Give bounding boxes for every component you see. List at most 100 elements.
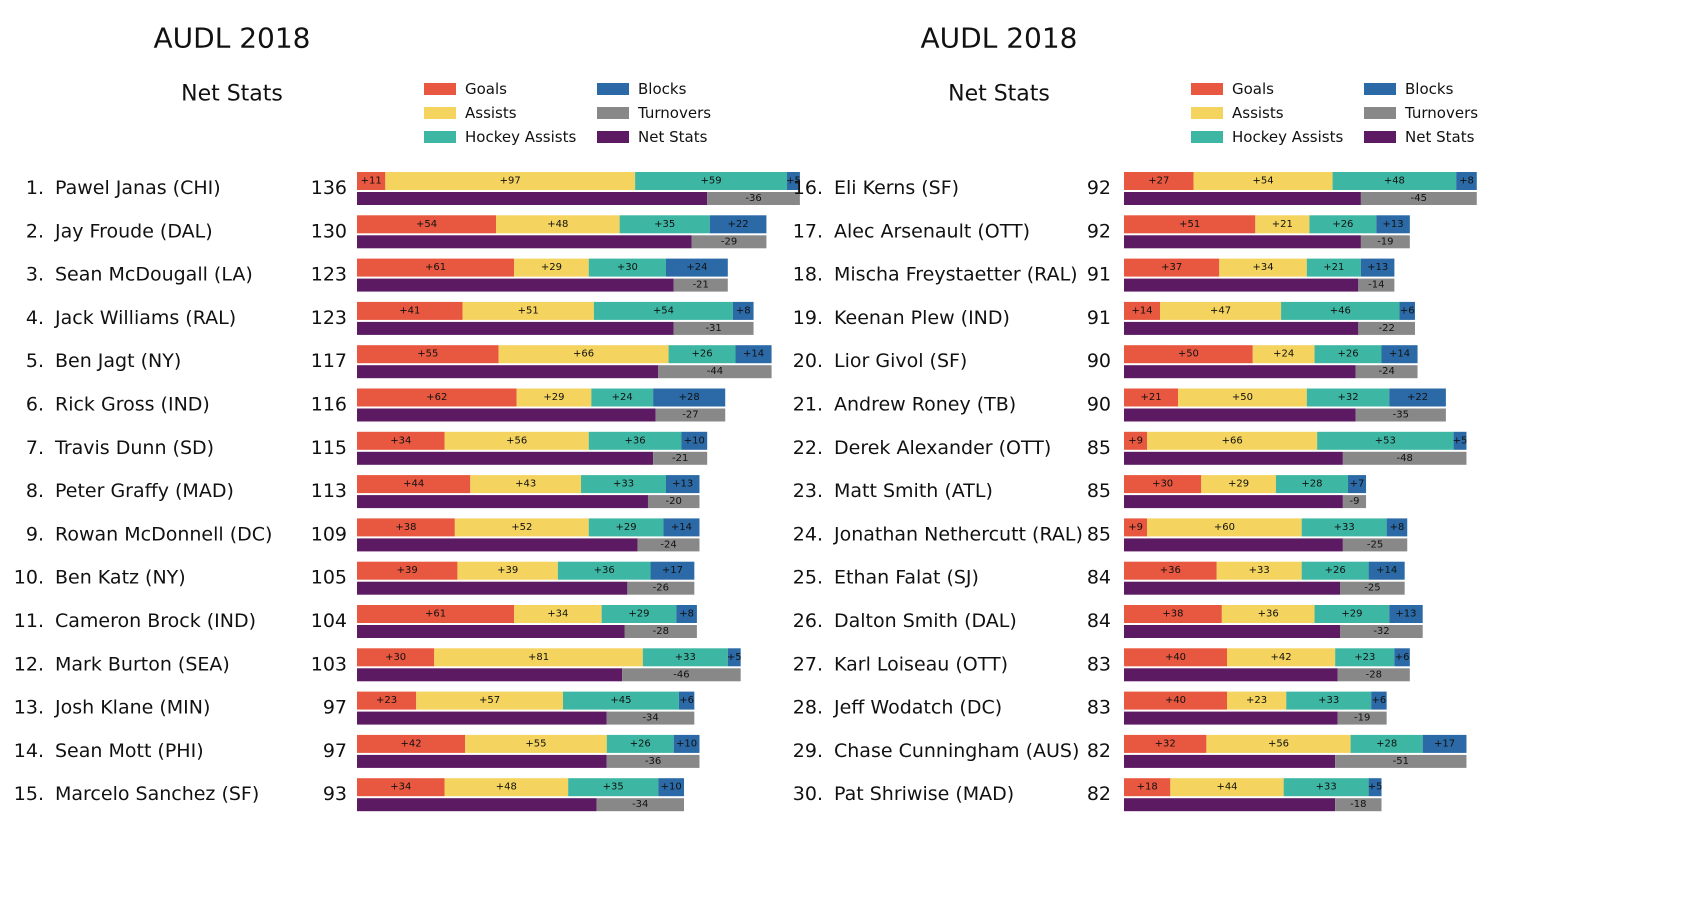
turnovers-label: -36 <box>645 756 661 767</box>
goals-bar <box>357 691 417 710</box>
turnovers-bar <box>606 711 695 725</box>
blocks-label: +17 <box>662 565 683 576</box>
turnovers-label: -45 <box>1411 193 1427 204</box>
assists-label: +97 <box>500 176 521 187</box>
blocks-label: +28 <box>679 392 700 403</box>
hockey-assists-bar <box>1283 778 1369 797</box>
assists-label: +55 <box>525 738 546 749</box>
player-rank: 23. <box>793 480 823 502</box>
turnovers-label: -9 <box>1349 496 1359 507</box>
hockey-assists-bar <box>642 648 728 667</box>
assists-label: +34 <box>547 609 568 620</box>
assists-label: +56 <box>1268 738 1289 749</box>
player-name: Keenan Plew (IND) <box>834 307 1010 329</box>
net-score: 85 <box>1087 523 1111 545</box>
turnovers-bar <box>647 495 700 509</box>
player-rank: 14. <box>14 740 44 762</box>
turnovers-label: -21 <box>693 280 709 291</box>
player-name: Sean McDougall (LA) <box>55 264 253 286</box>
blocks-bar <box>658 778 685 797</box>
turnovers-label: -20 <box>666 496 682 507</box>
turnovers-bar <box>1358 321 1415 335</box>
turnovers-bar <box>622 668 741 682</box>
goals-bar <box>1124 518 1148 537</box>
assists-label: +36 <box>1258 609 1279 620</box>
goals-bar <box>1124 431 1148 450</box>
assists-bar <box>1147 518 1302 537</box>
player-rank: 29. <box>793 740 823 762</box>
hockey-assists-bar <box>588 518 664 537</box>
turnovers-label: -26 <box>653 583 669 594</box>
blocks-bar <box>732 301 754 320</box>
blocks-bar <box>1394 648 1410 667</box>
hockey-assists-label: +33 <box>1316 782 1337 793</box>
hockey-assists-bar <box>601 605 677 623</box>
player-name: Mischa Freystaetter (RAL) <box>834 264 1078 286</box>
turnovers-label: -19 <box>1354 713 1370 724</box>
blocks-bar <box>1360 258 1395 277</box>
player-name: Andrew Roney (TB) <box>834 394 1016 416</box>
blocks-bar <box>1456 172 1477 190</box>
hockey-assists-bar <box>591 388 654 407</box>
hockey-assists-label: +36 <box>625 435 646 446</box>
goals-bar <box>357 172 386 190</box>
hockey-assists-label: +30 <box>617 262 638 273</box>
goals-label: +21 <box>1140 392 1161 403</box>
net-score: 90 <box>1087 394 1111 416</box>
player-rank: 15. <box>14 783 44 805</box>
blocks-label: +10 <box>676 738 697 749</box>
blocks-bar <box>1368 561 1405 580</box>
assists-bar <box>1252 345 1315 364</box>
net-stats-bar <box>357 278 674 292</box>
hockey-assists-bar <box>1286 691 1372 710</box>
net-stats-bar <box>1124 754 1336 768</box>
turnovers-bar <box>1360 192 1477 205</box>
hockey-assists-bar <box>588 431 682 450</box>
player-rank: 10. <box>14 567 44 589</box>
player-name: Jonathan Nethercutt (RAL) <box>833 523 1083 545</box>
turnovers-label: -34 <box>632 799 648 810</box>
assists-bar <box>496 215 620 234</box>
assists-bar <box>444 431 589 450</box>
player-rank: 16. <box>793 177 823 199</box>
net-score: 92 <box>1087 220 1111 242</box>
turnovers-bar <box>1358 278 1395 292</box>
legend-swatch <box>1364 107 1396 119</box>
turnovers-bar <box>1340 625 1423 638</box>
assists-label: +66 <box>573 349 594 360</box>
blocks-bar <box>1399 301 1415 320</box>
goals-label: +37 <box>1161 262 1182 273</box>
player-rank: 2. <box>26 220 44 242</box>
net-score: 116 <box>311 394 347 416</box>
net-stats-bar <box>357 538 638 552</box>
legend-swatch <box>1191 107 1223 119</box>
player-name: Peter Graffy (MAD) <box>55 480 234 502</box>
blocks-bar <box>1348 475 1367 494</box>
goals-label: +50 <box>1178 349 1199 360</box>
assists-label: +56 <box>506 435 527 446</box>
net-score: 97 <box>323 740 347 762</box>
player-name: Dalton Smith (DAL) <box>834 610 1017 632</box>
goals-label: +27 <box>1148 176 1169 187</box>
hockey-assists-label: +36 <box>594 565 615 576</box>
turnovers-label: -22 <box>1378 323 1394 334</box>
net-score: 83 <box>1087 653 1111 675</box>
hockey-assists-label: +23 <box>1354 652 1375 663</box>
blocks-bar <box>1386 518 1408 537</box>
net-score: 93 <box>323 783 347 805</box>
player-name: Jeff Wodatch (DC) <box>833 697 1002 719</box>
goals-bar <box>357 518 455 537</box>
goals-label: +55 <box>417 349 438 360</box>
goals-label: +23 <box>376 695 397 706</box>
turnovers-bar <box>1335 798 1382 812</box>
assists-bar <box>1255 215 1310 234</box>
net-score: 136 <box>311 177 347 199</box>
turnovers-label: -24 <box>660 539 676 550</box>
goals-bar <box>357 258 515 277</box>
player-rank: 12. <box>14 653 44 675</box>
blocks-bar <box>1453 431 1467 450</box>
assists-label: +66 <box>1222 435 1243 446</box>
blocks-label: +13 <box>672 479 693 490</box>
turnovers-bar <box>606 754 700 768</box>
blocks-label: +5 <box>727 652 742 663</box>
